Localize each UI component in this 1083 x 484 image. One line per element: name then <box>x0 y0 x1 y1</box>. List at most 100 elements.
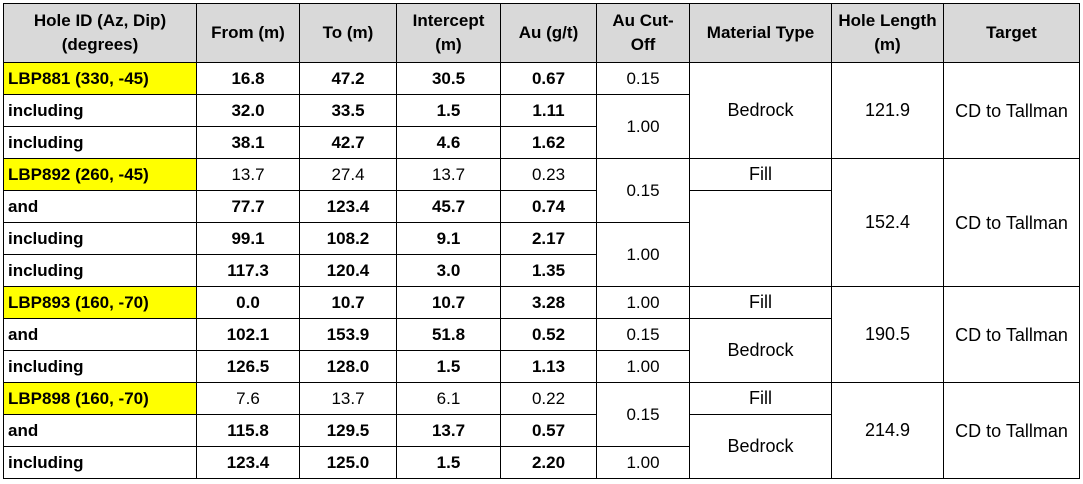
hole-id-cell: LBP898 (160, -70) <box>3 382 197 415</box>
to-cell: 13.7 <box>299 382 397 415</box>
au-cell: 1.35 <box>500 254 597 287</box>
intercept-cell: 51.8 <box>396 318 501 351</box>
au-cell: 0.23 <box>500 158 597 191</box>
table-row: LBP898 (160, -70) 7.6 13.7 6.1 0.22 0.15… <box>3 382 1080 479</box>
target-cell: CD to Tallman <box>943 158 1080 287</box>
to-cell: 153.9 <box>299 318 397 351</box>
au-cell: 2.17 <box>500 222 597 255</box>
header-hole-id: Hole ID (Az, Dip) (degrees) <box>3 3 197 63</box>
cutoff-cell: 1.00 <box>596 446 690 479</box>
cutoff-cell: 1.00 <box>596 94 690 159</box>
intercept-cell: 30.5 <box>396 62 501 95</box>
to-cell: 108.2 <box>299 222 397 255</box>
table-row: and 102.1 153.9 51.8 0.52 0.15 Bedrock <box>3 318 1080 383</box>
au-cell: 0.67 <box>500 62 597 95</box>
header-row: Hole ID (Az, Dip) (degrees) From (m) To … <box>3 3 1080 63</box>
intercept-cell: 45.7 <box>396 190 501 223</box>
target-cell: CD to Tallman <box>943 286 1080 383</box>
material-cell: Fill <box>689 158 832 191</box>
from-cell: 38.1 <box>196 126 300 159</box>
hole-id-cell: and <box>3 190 197 223</box>
intercept-cell: 6.1 <box>396 382 501 415</box>
target-cell: CD to Tallman <box>943 382 1080 479</box>
to-cell: 47.2 <box>299 62 397 95</box>
header-hole-length: Hole Length (m) <box>831 3 944 63</box>
hole-id-cell: and <box>3 414 197 447</box>
header-cutoff: Au Cut-Off <box>596 3 690 63</box>
hole-length-cell: 152.4 <box>831 158 944 287</box>
material-cell: Bedrock <box>689 62 832 159</box>
au-cell: 2.20 <box>500 446 597 479</box>
intercept-cell: 1.5 <box>396 94 501 127</box>
from-cell: 13.7 <box>196 158 300 191</box>
hole-length-cell: 214.9 <box>831 382 944 479</box>
drill-results-table: Hole ID (Az, Dip) (degrees) From (m) To … <box>3 3 1080 479</box>
au-cell: 1.62 <box>500 126 597 159</box>
table-row: LBP893 (160, -70) 0.0 10.7 10.7 3.28 1.0… <box>3 286 1080 383</box>
header-target: Target <box>943 3 1080 63</box>
intercept-cell: 13.7 <box>396 158 501 191</box>
au-cell: 0.57 <box>500 414 597 447</box>
to-cell: 129.5 <box>299 414 397 447</box>
to-cell: 33.5 <box>299 94 397 127</box>
to-cell: 42.7 <box>299 126 397 159</box>
hole-length-cell: 190.5 <box>831 286 944 383</box>
from-cell: 123.4 <box>196 446 300 479</box>
to-cell: 120.4 <box>299 254 397 287</box>
cutoff-cell: 1.00 <box>596 286 690 319</box>
cutoff-cell: 1.00 <box>596 222 690 287</box>
cutoff-cell: 0.15 <box>596 382 690 447</box>
hole-id-cell: including <box>3 126 197 159</box>
hole-id-cell: LBP892 (260, -45) <box>3 158 197 191</box>
to-cell: 10.7 <box>299 286 397 319</box>
table-row: LBP892 (260, -45) 13.7 27.4 13.7 0.23 0.… <box>3 158 1080 287</box>
hole-id-cell: LBP881 (330, -45) <box>3 62 197 95</box>
material-cell: Fill <box>689 286 832 319</box>
table-row: LBP881 (330, -45) 16.8 47.2 30.5 0.67 0.… <box>3 62 1080 159</box>
intercept-cell: 3.0 <box>396 254 501 287</box>
intercept-cell: 13.7 <box>396 414 501 447</box>
hole-id-cell: including <box>3 94 197 127</box>
from-cell: 0.0 <box>196 286 300 319</box>
hole-id-cell: including <box>3 254 197 287</box>
from-cell: 115.8 <box>196 414 300 447</box>
intercept-cell: 1.5 <box>396 350 501 383</box>
material-cell: Bedrock <box>689 414 832 479</box>
au-cell: 1.13 <box>500 350 597 383</box>
hole-id-cell: including <box>3 446 197 479</box>
cutoff-cell: 0.15 <box>596 62 690 95</box>
au-cell: 0.52 <box>500 318 597 351</box>
material-cell: Fill <box>689 382 832 415</box>
intercept-cell: 4.6 <box>396 126 501 159</box>
intercept-cell: 10.7 <box>396 286 501 319</box>
from-cell: 16.8 <box>196 62 300 95</box>
hole-id-cell: LBP893 (160, -70) <box>3 286 197 319</box>
au-cell: 0.22 <box>500 382 597 415</box>
header-intercept: Intercept (m) <box>396 3 501 63</box>
table-row: and 77.7 123.4 45.7 0.74 <box>3 190 1080 287</box>
table-row: including 117.3 120.4 3.0 1.35 <box>3 254 1080 287</box>
cutoff-cell: 0.15 <box>596 158 690 223</box>
header-to: To (m) <box>299 3 397 63</box>
au-cell: 0.74 <box>500 190 597 223</box>
table-row: including 126.5 128.0 1.5 1.13 1.00 <box>3 350 1080 383</box>
hole-id-cell: including <box>3 350 197 383</box>
hole-id-cell: and <box>3 318 197 351</box>
from-cell: 32.0 <box>196 94 300 127</box>
cutoff-cell: 0.15 <box>596 318 690 351</box>
hole-id-cell: including <box>3 222 197 255</box>
from-cell: 117.3 <box>196 254 300 287</box>
au-cell: 3.28 <box>500 286 597 319</box>
header-au: Au (g/t) <box>500 3 597 63</box>
from-cell: 7.6 <box>196 382 300 415</box>
material-cell <box>689 190 832 287</box>
table-row: including 32.0 33.5 1.5 1.11 1.00 <box>3 94 1080 159</box>
target-cell: CD to Tallman <box>943 62 1080 159</box>
header-material: Material Type <box>689 3 832 63</box>
intercept-cell: 9.1 <box>396 222 501 255</box>
to-cell: 128.0 <box>299 350 397 383</box>
intercept-cell: 1.5 <box>396 446 501 479</box>
to-cell: 123.4 <box>299 190 397 223</box>
table-row: including 38.1 42.7 4.6 1.62 <box>3 126 1080 159</box>
cutoff-cell: 1.00 <box>596 350 690 383</box>
